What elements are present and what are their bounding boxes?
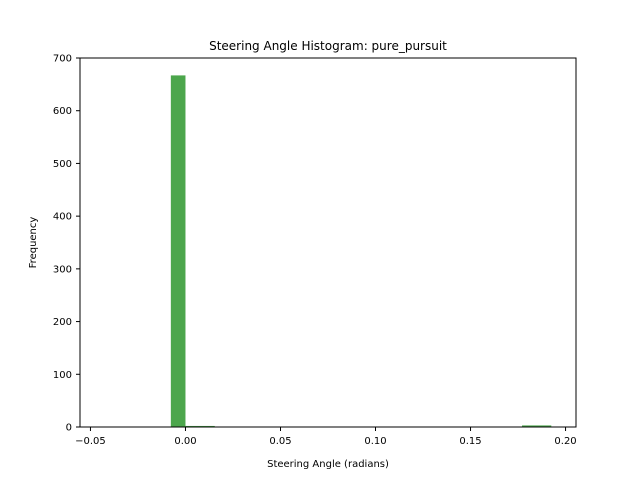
y-tick-label: 400 (53, 212, 72, 223)
x-tick-label: −0.05 (75, 436, 106, 447)
x-tick-label: 0.20 (554, 436, 576, 447)
axes-frame (79, 57, 577, 428)
y-tick-label: 700 (53, 54, 72, 65)
histogram-bar (522, 425, 552, 427)
x-tick-label: 0.00 (174, 436, 196, 447)
histogram-bar (185, 425, 215, 427)
y-tick-label: 0 (66, 423, 72, 434)
x-axis-ticks: −0.05 0.00 0.05 0.10 0.15 0.20 (75, 427, 577, 447)
y-tick-label: 500 (53, 159, 72, 170)
y-axis-label: Frequency (28, 217, 39, 269)
chart-title: Steering Angle Histogram: pure_pursuit (209, 39, 447, 53)
x-axis-label: Steering Angle (radians) (267, 459, 389, 470)
y-tick-label: 100 (53, 370, 72, 381)
y-tick-label: 600 (53, 106, 72, 117)
y-axis-ticks: 0 100 200 300 400 500 600 700 (53, 54, 80, 434)
x-tick-label: 0.15 (459, 436, 481, 447)
histogram-bar (170, 75, 186, 428)
x-tick-label: 0.05 (269, 436, 291, 447)
y-tick-label: 300 (53, 264, 72, 275)
histogram-bars (170, 75, 552, 428)
x-tick-label: 0.10 (364, 436, 386, 447)
y-tick-label: 200 (53, 317, 72, 328)
